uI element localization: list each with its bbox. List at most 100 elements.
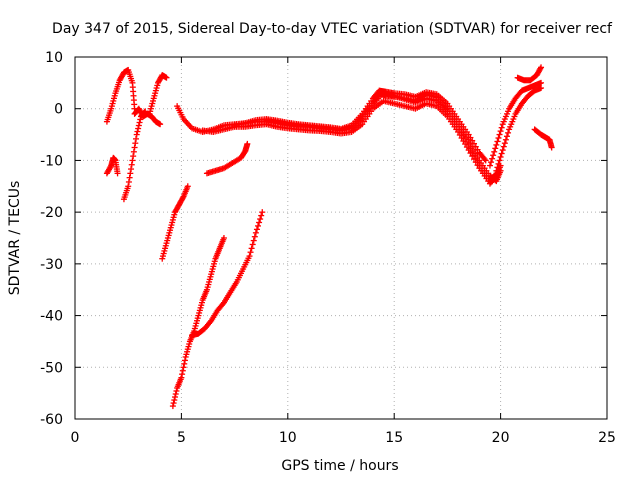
data-point (133, 131, 140, 138)
data-point (492, 145, 499, 152)
axis-ticks: 0 5 10 15 20 25 -60 -50 -40 -30 -20 -10 0 10 (40, 50, 616, 446)
y-tick-label: 10 (45, 50, 63, 66)
data-point (172, 391, 179, 398)
data-point (130, 153, 137, 160)
data-point (491, 148, 498, 155)
data-point (251, 233, 258, 240)
y-tick-label: -40 (40, 309, 63, 325)
data-point (495, 135, 502, 142)
data-point (131, 144, 138, 151)
data-point (125, 178, 132, 185)
data-point (114, 170, 121, 177)
x-tick-label: 20 (492, 430, 510, 446)
data-point (137, 116, 144, 123)
plot-frame (74, 56, 608, 420)
data-point (467, 134, 474, 141)
data-point (252, 229, 259, 236)
x-tick-label: 5 (177, 430, 186, 446)
data-point (488, 159, 495, 166)
data-point (244, 140, 251, 147)
data-point (537, 65, 544, 72)
data-point (253, 226, 260, 233)
data-point (494, 138, 501, 145)
data-point (493, 167, 500, 174)
data-point (497, 153, 504, 160)
data-point (503, 133, 510, 140)
data-point (246, 253, 253, 260)
data-point (181, 360, 188, 367)
data-point (469, 148, 476, 155)
data-point (548, 144, 555, 151)
y-tick-label: -10 (40, 153, 63, 169)
data-point (179, 367, 186, 374)
data-point (184, 183, 191, 190)
data-point (207, 319, 214, 326)
data-point (472, 143, 479, 150)
data-point (128, 166, 135, 173)
data-point (163, 74, 170, 81)
data-point (179, 371, 186, 378)
data-point (494, 164, 501, 171)
data-point (489, 155, 496, 162)
data-point (125, 183, 132, 190)
data-point (219, 300, 226, 307)
data-point (492, 171, 499, 178)
y-tick-label: -30 (40, 257, 63, 273)
chart-title: Day 347 of 2015, Sidereal Day-to-day VTE… (52, 21, 613, 37)
data-point (169, 403, 176, 410)
data-point (462, 135, 469, 142)
data-point (129, 157, 136, 164)
data-point (126, 174, 133, 181)
data-point (505, 129, 512, 136)
data-point (157, 121, 164, 128)
data-point (490, 152, 497, 159)
y-tick-label: -20 (40, 205, 63, 221)
data-point (460, 132, 467, 139)
data-point (502, 136, 509, 143)
data-point (496, 131, 503, 138)
data-point (250, 237, 257, 244)
data-point (474, 159, 481, 166)
data-point (465, 131, 472, 138)
data-point (247, 249, 254, 256)
data-point (179, 194, 186, 201)
data-point (498, 124, 505, 131)
data-point (538, 85, 545, 92)
data-point (486, 162, 493, 169)
data-point (481, 156, 488, 163)
data-point (469, 137, 476, 144)
data-point (134, 128, 141, 135)
data-point (135, 122, 142, 129)
data-point (258, 212, 265, 219)
data-point (496, 157, 503, 164)
data-point (538, 64, 545, 71)
data-point (498, 150, 505, 157)
data-point (463, 138, 470, 145)
data-point (135, 125, 142, 132)
data-point (256, 219, 263, 226)
x-axis-label: GPS time / hours (281, 458, 398, 474)
data-points (103, 64, 555, 410)
data-point (474, 146, 481, 153)
data-point (467, 145, 474, 152)
data-point (257, 216, 264, 223)
data-point (538, 79, 545, 86)
data-point (255, 222, 262, 229)
data-point (495, 160, 502, 167)
y-tick-label: -60 (40, 412, 63, 428)
x-tick-label: 0 (71, 430, 80, 446)
y-axis-label: SDTVAR / TECUs (7, 181, 23, 296)
data-point (248, 245, 255, 252)
data-point (171, 397, 178, 404)
data-point (501, 140, 508, 147)
data-point (172, 394, 179, 401)
data-point (180, 364, 187, 371)
data-point (471, 152, 477, 159)
x-tick-label: 25 (598, 430, 616, 446)
data-point (170, 400, 177, 407)
data-point (249, 241, 256, 248)
data-point (499, 147, 506, 154)
data-point (128, 161, 135, 168)
data-point (132, 140, 139, 147)
